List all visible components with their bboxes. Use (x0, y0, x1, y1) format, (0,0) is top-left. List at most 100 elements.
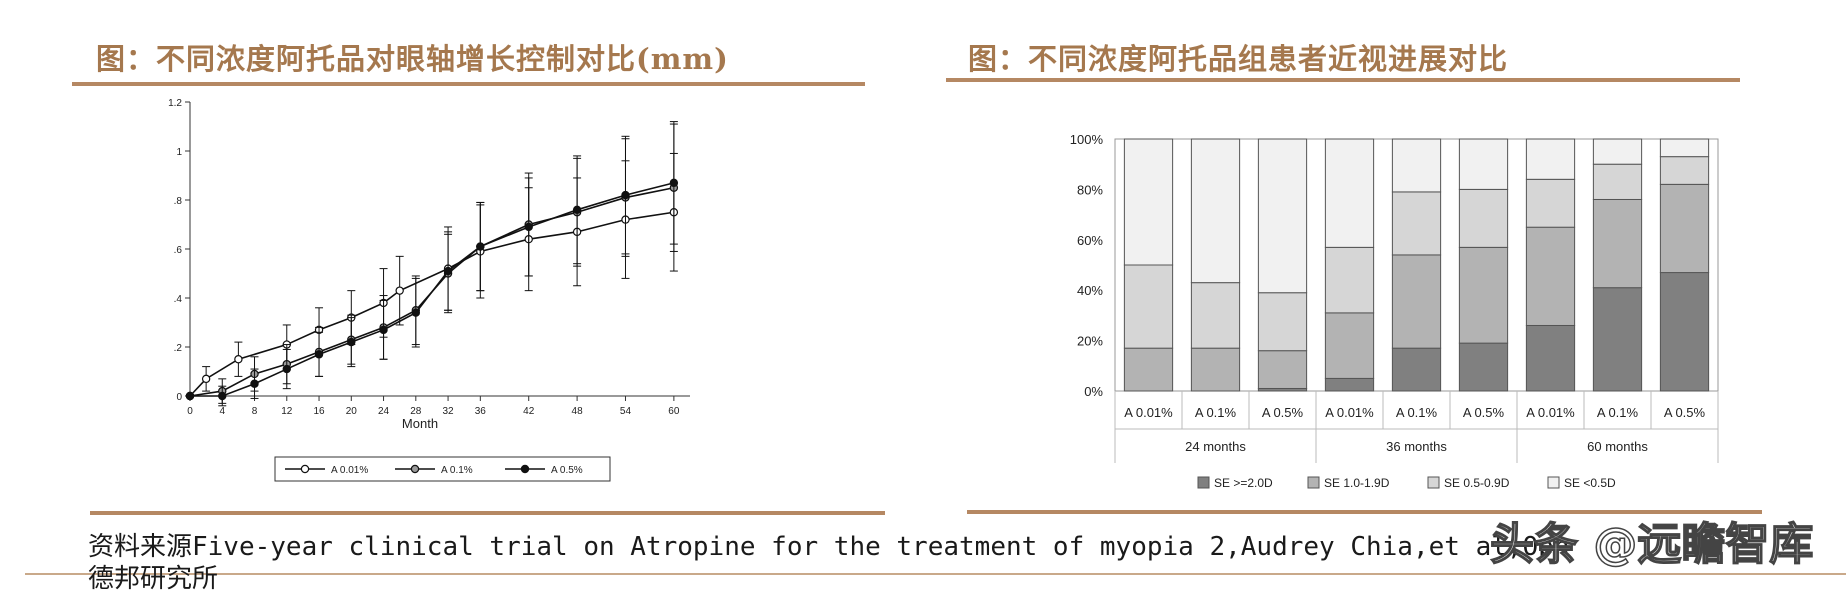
bar-segment (1659, 138, 1710, 158)
bar-segment (1458, 246, 1509, 344)
x-tick-label: 8 (252, 406, 258, 417)
data-point (282, 364, 291, 374)
y-tick-label: 1 (176, 147, 182, 158)
data-point (185, 391, 195, 401)
data-point (524, 222, 533, 232)
bar-segment (1324, 377, 1375, 392)
y-tick-label: 40% (1077, 283, 1103, 298)
bar-segment (1659, 183, 1710, 274)
y-tick-label: .2 (174, 343, 183, 354)
data-point (234, 355, 243, 364)
data-point (379, 325, 388, 335)
footer-rule (25, 573, 1846, 575)
category-label: A 0.1% (1597, 405, 1639, 420)
x-tick-label: 42 (523, 406, 535, 417)
category-label: A 0.5% (1664, 405, 1706, 420)
source-text: 资料来源Five-year clinical trial on Atropine… (88, 532, 1570, 562)
group-label: 24 months (1185, 439, 1246, 454)
y-tick-label: 80% (1077, 182, 1103, 197)
x-tick-label: 32 (443, 406, 455, 417)
y-tick-label: 100% (1070, 132, 1104, 147)
bar-segment (1458, 342, 1509, 392)
data-point (218, 391, 227, 401)
category-label: A 0.1% (1195, 405, 1237, 420)
y-tick-label: .4 (174, 294, 183, 305)
right-chart-title: 图：不同浓度阿托品组患者近视进展对比 (968, 42, 1509, 76)
bar-segment (1391, 138, 1442, 193)
left-title-rule (72, 82, 865, 86)
y-tick-label: 0% (1084, 384, 1103, 399)
legend-label: A 0.1% (441, 465, 473, 476)
data-point (669, 178, 679, 188)
legend-marker (410, 464, 420, 474)
right-title-rule (946, 78, 1740, 82)
bar-segment (1592, 163, 1643, 200)
source-rule-right (967, 510, 1762, 514)
legend-marker (520, 464, 530, 474)
category-label: A 0.01% (1124, 405, 1173, 420)
x-tick-label: 4 (219, 406, 225, 417)
legend-label: SE 1.0-1.9D (1324, 476, 1390, 490)
x-tick-label: 16 (313, 406, 325, 417)
legend-label: A 0.5% (551, 465, 583, 476)
bar-segment (1458, 138, 1509, 190)
x-tick-label: 60 (668, 406, 680, 417)
bar-segment (1525, 138, 1576, 180)
bar-segment (1123, 347, 1174, 392)
legend-marker (300, 464, 310, 474)
left-chart-title: 图：不同浓度阿托品对眼轴增长控制对比(mm) (96, 42, 729, 76)
y-tick-label: 1.2 (168, 98, 182, 109)
data-point (314, 350, 324, 359)
x-axis-label: Month (402, 416, 438, 431)
y-tick-label: .6 (174, 245, 183, 256)
data-point (395, 286, 404, 295)
bar-segment (1324, 138, 1375, 248)
bar-segment (1391, 347, 1442, 392)
category-label: A 0.5% (1463, 405, 1505, 420)
data-point (411, 308, 421, 317)
bar-segment (1190, 347, 1241, 392)
legend-label: A 0.01% (331, 465, 368, 476)
category-label: A 0.01% (1325, 405, 1374, 420)
data-point (443, 266, 453, 276)
legend-box (274, 456, 611, 482)
bar-segment (1257, 138, 1308, 294)
x-tick-label: 0 (187, 406, 193, 417)
bar-segment (1324, 246, 1375, 314)
axial-length-line-chart: 0.2.4.6.811.20 4 8 12 16 20 24 28 32 36 42 48 54 60Mo… (168, 98, 690, 482)
watermark-text: 头条 @远瞻智库 (1489, 518, 1814, 571)
source-rule-left (90, 511, 885, 515)
y-tick-label: .8 (174, 196, 183, 207)
series-line (189, 186, 675, 397)
data-point (250, 379, 259, 388)
y-tick-label: 60% (1077, 233, 1103, 248)
group-label: 36 months (1386, 439, 1447, 454)
x-tick-label: 54 (620, 406, 632, 417)
line-legend: A 0.01% A 0.1% A 0.5% (274, 456, 611, 482)
bar-segment (1324, 312, 1375, 379)
y-tick-label: 0 (176, 392, 182, 403)
bar-segment (1190, 138, 1241, 284)
bar-segment (1525, 324, 1576, 392)
category-label: A 0.5% (1262, 405, 1304, 420)
bar-segment (1659, 272, 1710, 392)
data-point (572, 205, 582, 215)
category-label: A 0.1% (1396, 405, 1438, 420)
bar-segment (1257, 292, 1308, 352)
data-point (476, 242, 485, 251)
bar-segment (1190, 282, 1241, 349)
legend-swatch (1197, 476, 1210, 489)
bar-segment (1391, 254, 1442, 349)
bar-segment (1123, 264, 1174, 349)
bar-segment (1592, 287, 1643, 392)
bar-segment (1525, 178, 1576, 228)
bar-segment (1123, 138, 1174, 266)
series-line (189, 211, 674, 397)
legend-label: SE 0.5-0.9D (1444, 476, 1510, 490)
y-tick-label: 20% (1077, 334, 1103, 349)
series-line (190, 182, 675, 397)
legend-swatch (1307, 476, 1320, 489)
x-tick-label: 48 (572, 406, 584, 417)
bar-segment (1592, 198, 1643, 289)
bar-segment (1592, 138, 1643, 165)
